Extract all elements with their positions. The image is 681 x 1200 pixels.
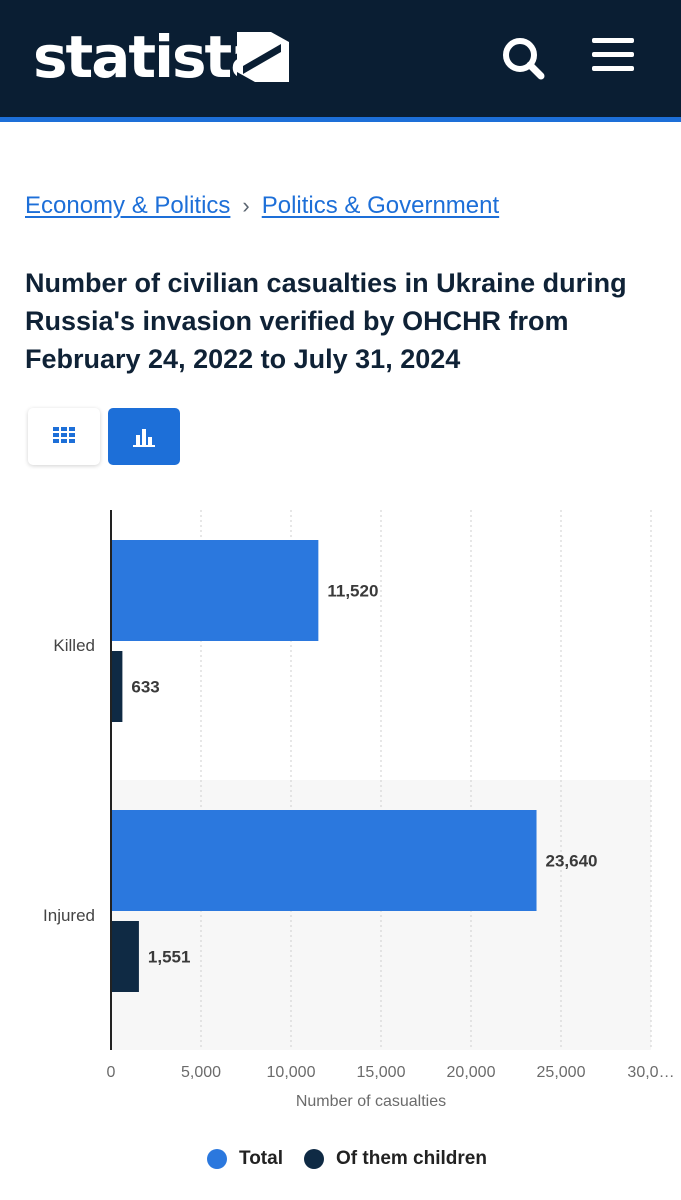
bar-total	[112, 540, 319, 641]
breadcrumb: Economy & Politics › Politics & Government	[25, 192, 499, 224]
bar-chart: 0 5,000 10,000 15,000 20,000 25,000 30,0… Numbe…	[43, 510, 675, 1110]
legend-dot-total	[207, 1149, 227, 1169]
category-label: Killed	[53, 636, 95, 655]
site-header: statista	[0, 0, 681, 117]
menu-icon	[592, 38, 634, 43]
breadcrumb-separator: ›	[242, 193, 250, 218]
statista-logo-mark-icon[interactable]	[237, 32, 289, 82]
breadcrumb-economy-politics[interactable]: Economy & Politics	[25, 192, 231, 219]
data-label: 633	[131, 678, 159, 697]
bar-total	[112, 810, 537, 911]
x-tick-label: 20,000	[447, 1064, 496, 1081]
header-accent-line	[0, 117, 681, 122]
x-tick-label: 5,000	[181, 1064, 221, 1081]
chart-view-button[interactable]	[108, 408, 180, 465]
chart-legend: Total Of them children	[0, 1148, 681, 1180]
bar-chart-icon	[133, 429, 155, 447]
search-button[interactable]	[500, 36, 548, 80]
menu-button[interactable]	[590, 38, 636, 78]
x-tick-label: 15,000	[357, 1064, 406, 1081]
legend-label-children: Of them children	[336, 1148, 487, 1169]
x-tick-label: 0	[107, 1064, 116, 1081]
legend-dot-children	[304, 1149, 324, 1169]
legend-label-total: Total	[239, 1148, 283, 1169]
statista-logo[interactable]: statista	[33, 23, 269, 91]
data-label: 1,551	[148, 948, 191, 967]
table-icon	[53, 427, 75, 443]
x-axis-title: Number of casualties	[296, 1093, 446, 1110]
breadcrumb-politics-government[interactable]: Politics & Government	[261, 192, 500, 219]
x-tick-label: 10,000	[267, 1064, 316, 1081]
data-label: 23,640	[546, 852, 598, 871]
bar-children	[112, 921, 139, 992]
data-label: 11,520	[327, 582, 378, 601]
search-icon	[503, 38, 545, 80]
x-tick-label: 30,0…	[627, 1064, 674, 1081]
chart-title: Number of civilian casualties in Ukraine…	[25, 268, 627, 374]
legend-item-children[interactable]: Of them children	[304, 1148, 487, 1170]
legend-item-total[interactable]: Total	[207, 1148, 283, 1170]
table-view-button[interactable]	[28, 408, 100, 465]
category-label: Injured	[43, 906, 95, 925]
x-tick-label: 25,000	[537, 1064, 586, 1081]
bar-children	[112, 651, 123, 722]
